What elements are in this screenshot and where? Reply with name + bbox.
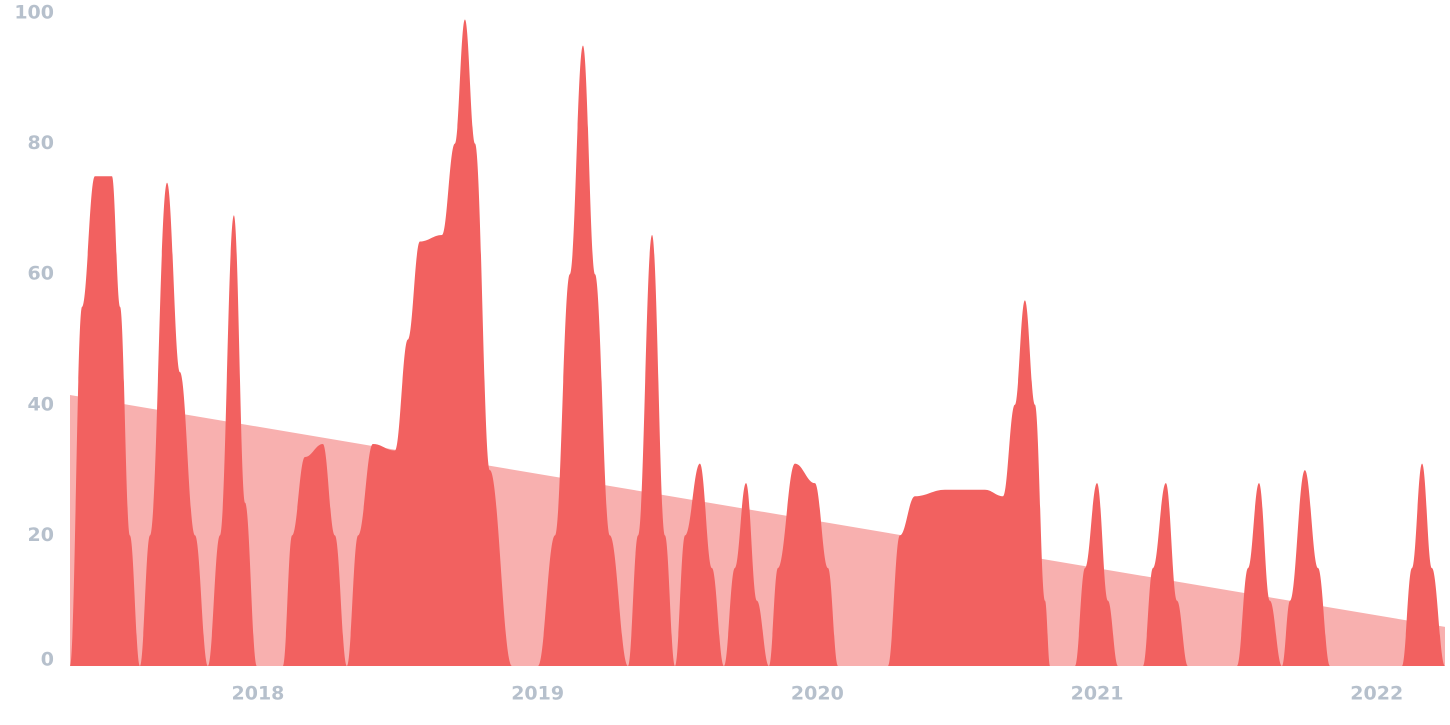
x-tick-label: 2020: [791, 683, 844, 705]
x-tick-label: 2019: [511, 683, 564, 705]
x-tick-label: 2018: [232, 683, 285, 705]
y-tick-label: 40: [28, 393, 54, 415]
y-tick-label: 60: [28, 263, 54, 285]
y-tick-label: 20: [28, 524, 54, 546]
x-tick-label: 2021: [1071, 683, 1124, 705]
area: [70, 19, 1445, 666]
x-tick-label: 2022: [1350, 683, 1403, 705]
y-tick-label: 80: [28, 132, 54, 154]
y-tick-label: 100: [14, 2, 54, 24]
y-tick-label: 0: [41, 649, 54, 671]
